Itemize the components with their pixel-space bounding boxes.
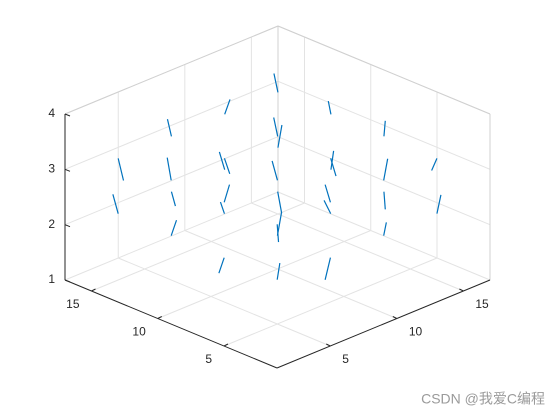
grid-line bbox=[277, 191, 491, 281]
arrow bbox=[273, 117, 279, 137]
watermark: CSDN @我爱C编程 bbox=[421, 391, 545, 407]
grid-line bbox=[277, 80, 491, 170]
arrow bbox=[273, 73, 279, 93]
arrow bbox=[218, 257, 225, 274]
arrow bbox=[323, 200, 332, 214]
tick-mark bbox=[64, 224, 71, 228]
tick-mark bbox=[459, 288, 464, 292]
arrow bbox=[170, 191, 176, 207]
axis-line bbox=[64, 279, 278, 369]
tick-mark bbox=[64, 279, 71, 283]
arrow bbox=[112, 194, 119, 214]
tick-mark bbox=[64, 113, 71, 117]
arrow bbox=[383, 222, 387, 236]
tick-mark bbox=[91, 288, 96, 292]
arrow bbox=[383, 191, 386, 210]
arrow bbox=[276, 262, 281, 280]
tick-mark bbox=[392, 316, 398, 319]
arrow bbox=[383, 158, 389, 181]
box-edge bbox=[277, 25, 491, 115]
grid-line bbox=[223, 257, 438, 347]
grid-line bbox=[91, 202, 305, 292]
arrow bbox=[431, 158, 438, 171]
z-tick-label: 1 bbox=[48, 272, 55, 286]
arrow bbox=[324, 257, 332, 280]
arrow bbox=[277, 124, 283, 148]
arrow bbox=[223, 158, 231, 175]
grid-line bbox=[157, 230, 371, 319]
arrow bbox=[223, 184, 231, 203]
z-tick-label: 4 bbox=[48, 106, 55, 120]
axis-line bbox=[276, 279, 491, 369]
arrow bbox=[327, 100, 332, 115]
arrow bbox=[170, 219, 178, 236]
arrow bbox=[271, 160, 279, 181]
grid-line bbox=[64, 191, 279, 281]
arrow bbox=[276, 224, 280, 243]
tick-mark bbox=[64, 168, 71, 172]
grid-line bbox=[251, 202, 464, 292]
arrow bbox=[324, 184, 332, 203]
arrow bbox=[330, 158, 337, 177]
grid-line bbox=[64, 80, 279, 170]
x-tick-label: 15 bbox=[475, 297, 489, 311]
arrow bbox=[166, 119, 173, 137]
tick-mark bbox=[326, 343, 331, 347]
z-tick-label: 2 bbox=[48, 217, 55, 231]
grid-line bbox=[64, 136, 279, 226]
arrow bbox=[218, 151, 226, 170]
tick-mark bbox=[223, 343, 229, 347]
z-tick-label: 3 bbox=[48, 162, 55, 176]
grid-line bbox=[118, 257, 331, 347]
arrow bbox=[224, 99, 231, 115]
x-tick-label: 10 bbox=[409, 325, 423, 339]
grid-line bbox=[184, 230, 398, 319]
arrow bbox=[117, 158, 125, 181]
arrow bbox=[436, 194, 442, 214]
tick-mark bbox=[157, 316, 162, 319]
y-tick-label: 10 bbox=[132, 325, 146, 339]
x-tick-label: 5 bbox=[342, 352, 349, 366]
y-tick-label: 5 bbox=[205, 352, 212, 366]
arrow bbox=[383, 120, 386, 137]
y-tick-label: 15 bbox=[66, 297, 80, 311]
arrow bbox=[219, 201, 226, 214]
arrow bbox=[277, 191, 283, 214]
arrow bbox=[330, 150, 335, 170]
box-edge bbox=[64, 25, 279, 115]
grid-line bbox=[277, 136, 491, 226]
arrow bbox=[166, 157, 172, 181]
